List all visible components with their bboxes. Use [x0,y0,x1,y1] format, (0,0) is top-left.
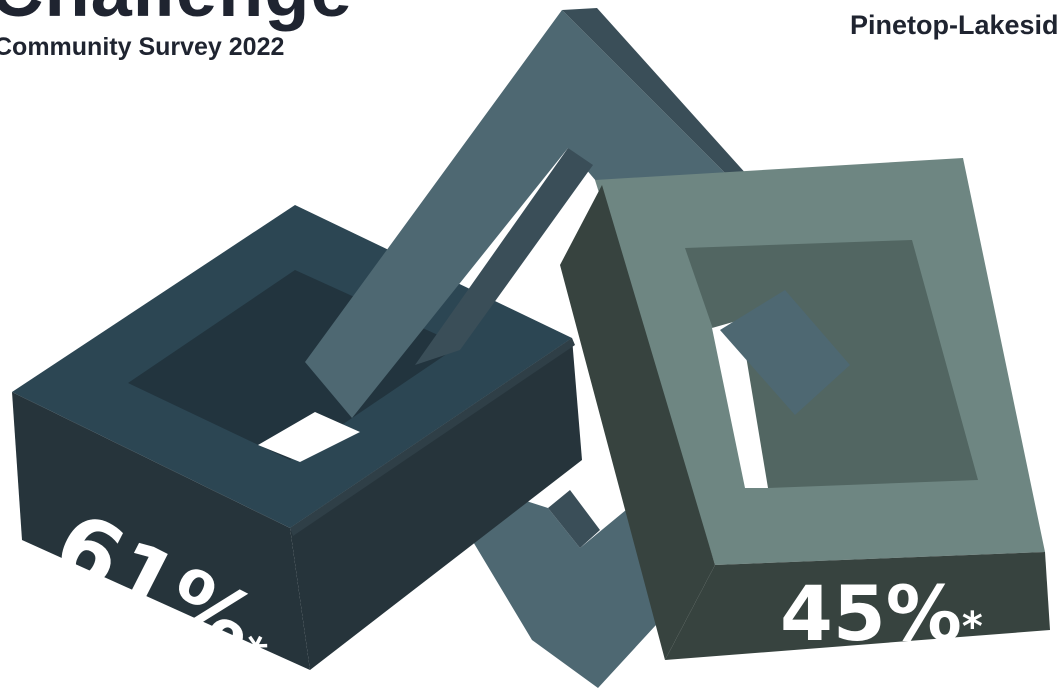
right-block [560,158,1050,660]
right-block-value: 45%* [780,569,983,658]
page-title: Challenge [0,0,353,28]
location-label: Pinetop-Lakeside [850,10,1057,40]
middle-link-front-strand [720,290,850,415]
page-subtitle: Community Survey 2022 [0,33,285,61]
